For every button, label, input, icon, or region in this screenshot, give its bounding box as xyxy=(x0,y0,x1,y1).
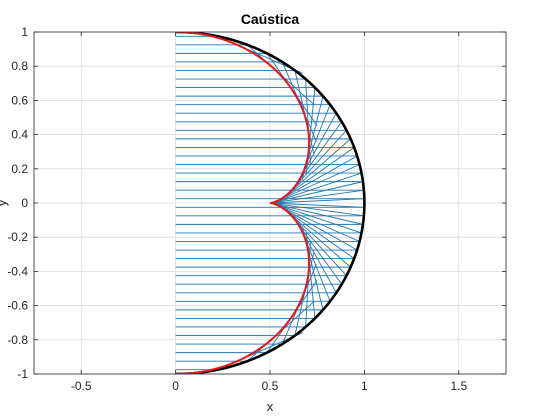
y-tick-label: -1 xyxy=(17,367,28,381)
reflected-ray xyxy=(271,181,364,204)
chart-title: Caústica xyxy=(241,11,300,27)
reflected-ray xyxy=(276,155,358,202)
y-tick-label: 0 xyxy=(21,196,28,210)
reflected-ray xyxy=(276,204,358,251)
y-tick-label: 0.8 xyxy=(11,59,28,73)
x-tick-label: 1.5 xyxy=(450,379,467,393)
caustic-path xyxy=(175,32,311,374)
x-tick-label: 0.5 xyxy=(262,379,279,393)
y-axis-title: y xyxy=(0,199,9,206)
reflected-ray xyxy=(274,164,360,203)
y-tick-label: -0.4 xyxy=(7,264,28,278)
reflected-ray xyxy=(270,202,365,208)
reflected-ray xyxy=(270,202,364,217)
reflected-ray xyxy=(279,147,355,201)
mirror-arc xyxy=(175,32,366,374)
x-tick-label: -0.5 xyxy=(71,379,92,393)
y-tick-label: 0.6 xyxy=(11,93,28,107)
y-tick-label: 0.4 xyxy=(11,128,28,142)
y-tick-label: -0.6 xyxy=(7,299,28,313)
caustic-curve xyxy=(175,32,311,374)
reflected-ray xyxy=(270,189,364,204)
mirror-curve xyxy=(175,32,366,374)
axis-ticks: -0.5 0 0.5 1 1.5 -1 -0.8 -0.6 -0.4 -0.2 0 0.2 0.4 0.6… xyxy=(7,25,506,393)
reflected-ray xyxy=(274,203,360,242)
y-tick-label: -0.8 xyxy=(7,333,28,347)
y-tick-label: 1 xyxy=(21,25,28,39)
reflected-ray xyxy=(271,202,364,225)
x-tick-label: 0 xyxy=(172,379,179,393)
reflected-ray xyxy=(270,198,365,204)
reflected-ray xyxy=(272,172,362,203)
x-axis-title: x xyxy=(267,399,274,414)
y-tick-label: -0.2 xyxy=(7,230,28,244)
x-tick-label: 1 xyxy=(361,379,368,393)
reflected-ray xyxy=(272,203,362,234)
y-tick-label: 0.2 xyxy=(11,162,28,176)
